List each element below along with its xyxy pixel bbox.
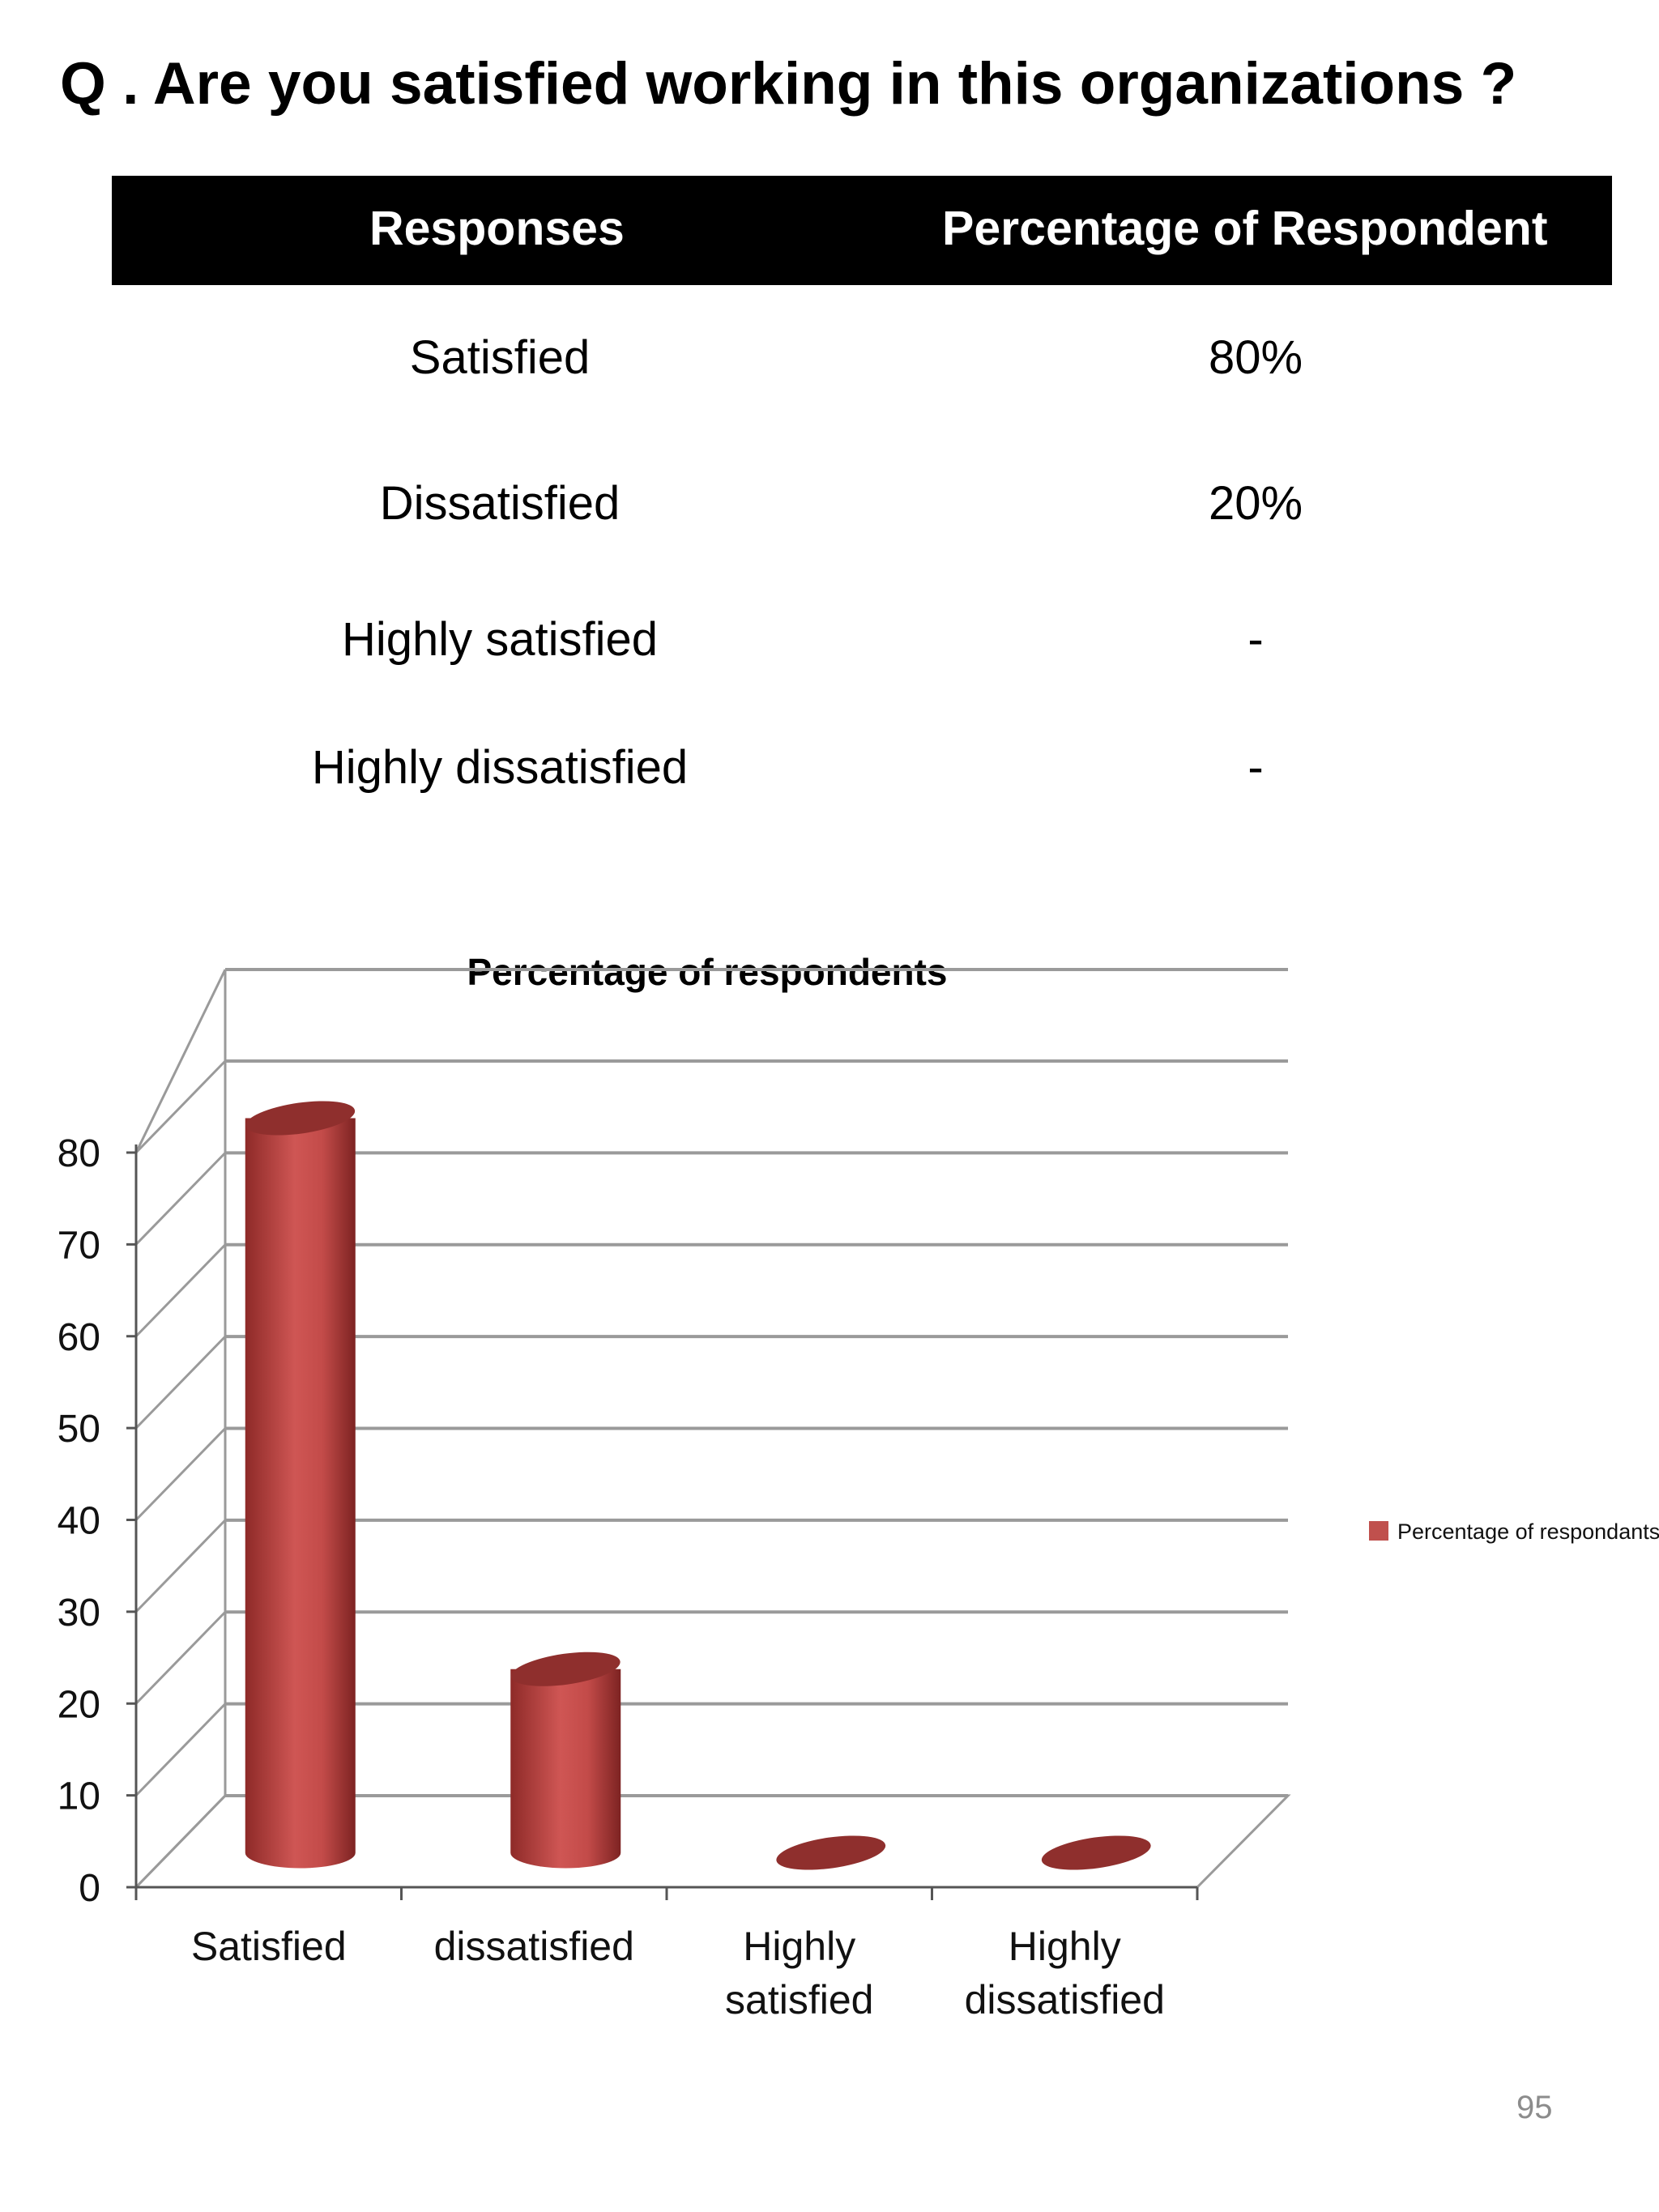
bar-body [510,1669,621,1869]
x-category-label: dissatisfied [965,1977,1165,2022]
bar-highly-dissatisfied [1041,1835,1151,1870]
bar-chart: Percentage of respondents 0 10 20 30 40 50 60 7… [58,951,1659,2022]
percentage-cell: - [1247,741,1264,794]
bar-top [510,1652,621,1686]
gridline-diagonal [134,969,227,1153]
chart-grid [133,968,1291,1889]
gridline-diagonal [134,1703,227,1796]
bar-top [1041,1835,1151,1870]
y-tick-label: 30 [58,1592,100,1634]
gridline-diagonal [134,1519,227,1613]
bar-satisfied [245,1101,356,1869]
bar-highly-satisfied [776,1835,886,1870]
table-row: Satisfied 80% [0,330,1659,387]
chart-labels: 0 10 20 30 40 50 60 70 80 Satisfied dissatisfied Hi… [58,1132,1165,2022]
table-row: Highly satisfied - [0,612,1659,669]
y-tick-label: 60 [58,1316,100,1359]
bar-dissatisfied [510,1652,621,1869]
bar-top [245,1101,356,1136]
response-cell: Highly satisfied [341,613,659,666]
legend-label: Percentage of respondants [1397,1519,1659,1544]
gridline-diagonal [134,1427,227,1521]
y-tick-label: 80 [58,1132,100,1175]
y-tick-label: 50 [58,1408,100,1451]
percentage-cell: 20% [1208,477,1303,530]
x-category-label: satisfied [725,1977,873,2022]
bar-body [245,1118,356,1869]
y-tick-label: 10 [58,1775,100,1818]
y-tick-label: 40 [58,1500,100,1543]
header-responses: Responses [369,202,625,255]
gridline-diagonal [134,1152,227,1246]
x-category-label: Satisfied [191,1924,347,1969]
header-percentage: Percentage of Respondent [942,202,1548,255]
chart-legend: Percentage of respondants [1369,1519,1659,1544]
x-category-label: Highly [743,1924,855,1969]
chart-axes [126,1144,1199,1900]
table-header: Responses Percentage of Respondent [112,176,1612,285]
y-tick-label: 0 [79,1867,100,1910]
gridline-diagonal [134,1243,227,1337]
x-category-label: dissatisfied [434,1924,634,1969]
response-cell: Highly dissatisfied [311,741,689,794]
y-tick-label: 20 [58,1683,100,1726]
x-category-label: Highly [1009,1924,1121,1969]
table-row: Dissatisfied 20% [0,476,1659,533]
legend-swatch [1369,1521,1388,1541]
percentage-cell: - [1247,613,1264,666]
chart-title: Percentage of respondents [467,951,947,993]
bar-top [776,1835,886,1870]
question-title: Q . Are you satisfied working in this or… [60,51,1517,117]
response-cell: Satisfied [409,331,591,384]
gridline-diagonal [134,1611,227,1705]
percentage-cell: 80% [1208,331,1303,384]
y-tick-label: 70 [58,1224,100,1267]
page-number: 95 [1516,2090,1553,2125]
chart-bars [245,1101,1151,1870]
response-cell: Dissatisfied [379,477,621,530]
gridline-diagonal [134,1059,227,1154]
table-row: Highly dissatisfied - [0,740,1659,797]
gridline-diagonal [134,1336,227,1430]
